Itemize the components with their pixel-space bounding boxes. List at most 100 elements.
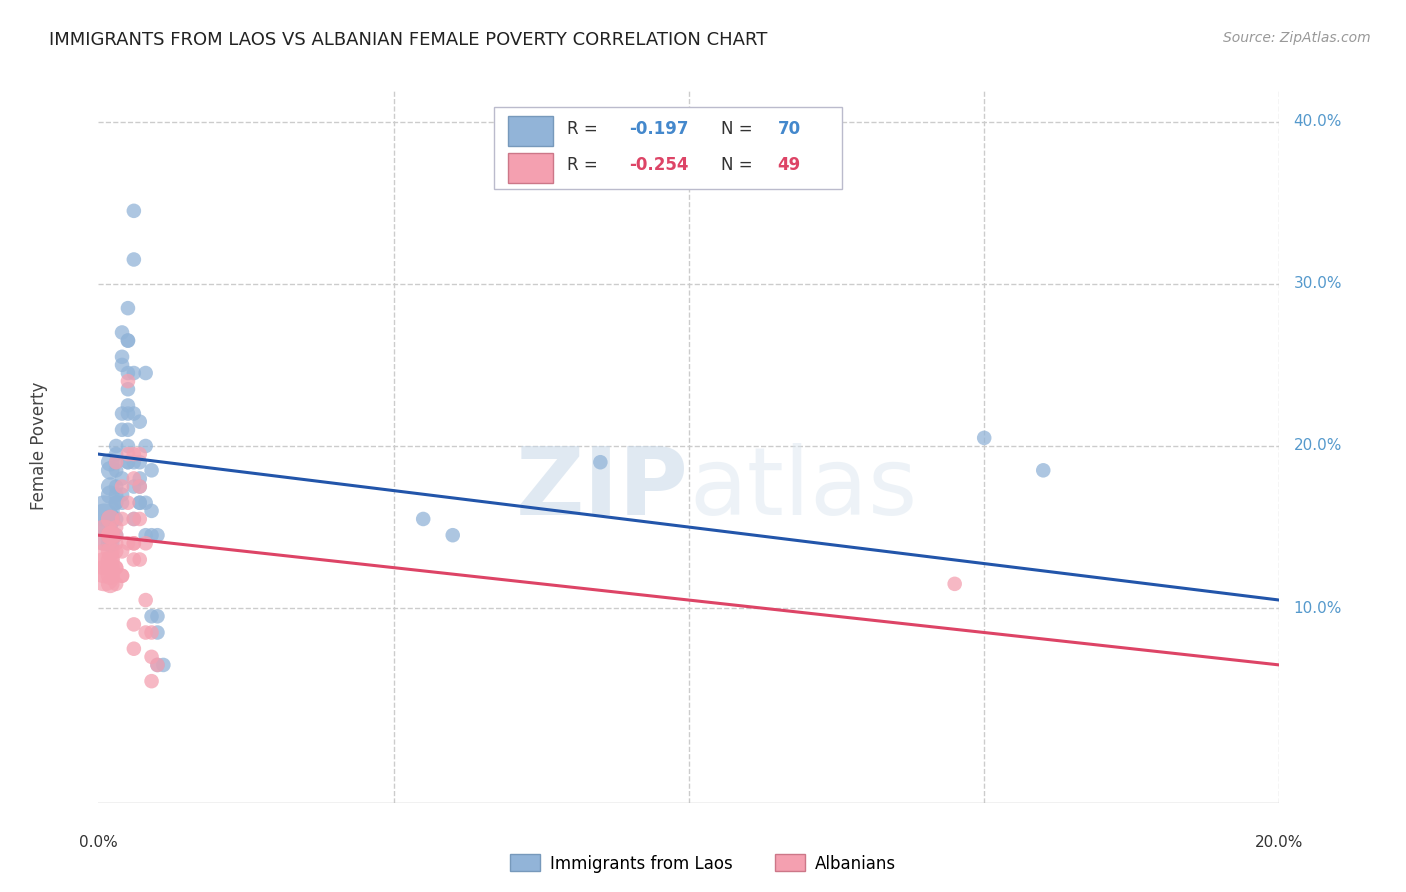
Point	[105, 560, 128, 574]
Point	[122, 536, 145, 550]
Point	[122, 366, 145, 380]
Point	[146, 657, 169, 672]
Bar	[508, 153, 553, 183]
Text: R =: R =	[567, 120, 603, 138]
Point	[111, 568, 134, 582]
Point	[111, 568, 134, 582]
Text: Source: ZipAtlas.com: Source: ZipAtlas.com	[1223, 31, 1371, 45]
Point	[122, 252, 145, 267]
Point	[122, 407, 145, 421]
Point	[117, 455, 139, 469]
Point	[141, 463, 163, 477]
Point	[128, 552, 150, 566]
Point	[128, 479, 150, 493]
Point	[105, 536, 128, 550]
Point	[117, 536, 139, 550]
Point	[117, 455, 139, 469]
Point	[117, 374, 139, 388]
Text: ZIP: ZIP	[516, 442, 689, 535]
Text: 70: 70	[778, 120, 800, 138]
Point	[105, 528, 128, 542]
Point	[128, 496, 150, 510]
Point	[122, 447, 145, 461]
Legend: Immigrants from Laos, Albanians: Immigrants from Laos, Albanians	[503, 847, 903, 880]
Point	[122, 455, 145, 469]
Point	[141, 528, 163, 542]
Point	[135, 366, 157, 380]
Point	[98, 536, 121, 550]
Point	[117, 439, 139, 453]
Point	[152, 657, 174, 672]
Point	[122, 536, 145, 550]
Point	[973, 431, 995, 445]
Point	[105, 528, 128, 542]
Point	[117, 447, 139, 461]
Text: -0.197: -0.197	[628, 120, 688, 138]
Point	[111, 423, 134, 437]
Point	[98, 463, 121, 477]
Point	[141, 649, 163, 664]
Point	[122, 512, 145, 526]
Point	[122, 471, 145, 485]
Point	[146, 625, 169, 640]
Point	[98, 512, 121, 526]
Point	[135, 496, 157, 510]
Point	[122, 552, 145, 566]
Point	[135, 536, 157, 550]
Point	[128, 496, 150, 510]
Point	[128, 512, 150, 526]
Text: 0.0%: 0.0%	[79, 835, 118, 850]
Point	[111, 358, 134, 372]
Point	[98, 528, 121, 542]
Point	[128, 479, 150, 493]
Point	[111, 350, 134, 364]
Point	[111, 479, 134, 493]
Point	[122, 617, 145, 632]
FancyBboxPatch shape	[494, 107, 842, 189]
Point	[122, 641, 145, 656]
Point	[105, 512, 128, 526]
Point	[135, 593, 157, 607]
Point	[117, 496, 139, 510]
Point	[105, 447, 128, 461]
Point	[93, 560, 115, 574]
Point	[141, 625, 163, 640]
Point	[135, 439, 157, 453]
Point	[128, 447, 150, 461]
Text: atlas: atlas	[689, 442, 917, 535]
Text: Female Poverty: Female Poverty	[31, 382, 48, 510]
Text: R =: R =	[567, 156, 603, 174]
Point	[93, 512, 115, 526]
Point	[98, 488, 121, 502]
Point	[98, 577, 121, 591]
Text: 30.0%: 30.0%	[1294, 277, 1343, 292]
Point	[412, 512, 434, 526]
Point	[111, 326, 134, 340]
Text: 10.0%: 10.0%	[1294, 600, 1341, 615]
Point	[105, 520, 128, 534]
Point	[117, 382, 139, 396]
Point	[105, 479, 128, 493]
Point	[141, 504, 163, 518]
Point	[146, 657, 169, 672]
Point	[98, 544, 121, 558]
Text: N =: N =	[721, 120, 758, 138]
Point	[117, 366, 139, 380]
Point	[105, 455, 128, 469]
Point	[117, 334, 139, 348]
Point	[128, 455, 150, 469]
Point	[117, 423, 139, 437]
Point	[93, 552, 115, 566]
Point	[111, 496, 134, 510]
Point	[122, 512, 145, 526]
Text: 40.0%: 40.0%	[1294, 114, 1341, 129]
Point	[105, 455, 128, 469]
Point	[117, 334, 139, 348]
Point	[93, 528, 115, 542]
Point	[943, 577, 966, 591]
Point	[98, 568, 121, 582]
Point	[122, 479, 145, 493]
Text: -0.254: -0.254	[628, 156, 688, 174]
Point	[105, 488, 128, 502]
Point	[105, 560, 128, 574]
